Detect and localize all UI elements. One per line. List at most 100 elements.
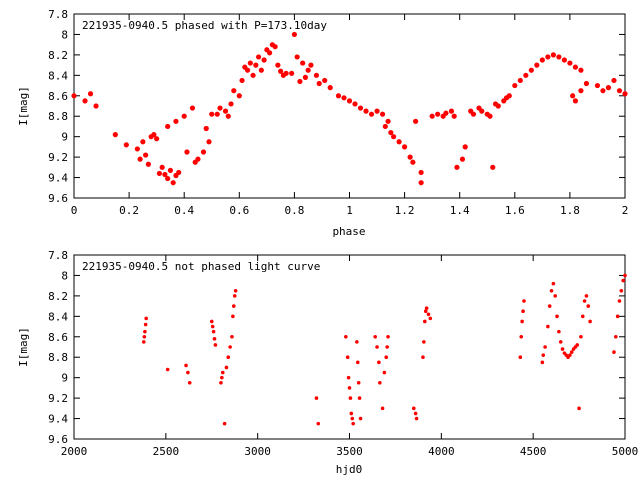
data-point	[621, 278, 625, 283]
data-point	[258, 67, 264, 73]
data-point	[487, 113, 493, 119]
data-point	[357, 396, 362, 400]
data-point	[82, 98, 88, 104]
data-point	[490, 164, 496, 170]
data-point	[151, 132, 157, 138]
data-point	[159, 164, 165, 170]
data-point	[327, 85, 333, 91]
data-point	[534, 62, 540, 68]
data-point	[556, 54, 562, 60]
data-point	[212, 337, 217, 341]
y-tick-label: 8.6	[48, 90, 68, 103]
data-point	[418, 180, 424, 186]
data-point	[347, 386, 352, 390]
data-point	[143, 152, 149, 158]
data-point	[112, 132, 118, 138]
data-point	[213, 343, 218, 347]
x-tick-label: 2500	[153, 445, 180, 458]
data-point	[422, 340, 426, 344]
data-point	[352, 101, 358, 107]
data-point	[373, 334, 378, 339]
y-ticks-bottom	[74, 254, 625, 440]
data-point	[154, 136, 160, 142]
data-point	[385, 345, 389, 349]
data-point	[611, 77, 617, 84]
y-tick-label: 9.6	[48, 433, 68, 446]
data-point	[543, 345, 547, 349]
data-point	[390, 134, 397, 140]
data-point	[145, 161, 151, 167]
x-tick-label: 1.4	[450, 204, 470, 217]
x-tick-label: 4000	[428, 445, 455, 458]
data-point	[305, 67, 311, 73]
data-point	[551, 281, 556, 286]
plot-frame-top	[73, 13, 626, 199]
data-point	[545, 54, 551, 60]
data-point	[605, 85, 612, 91]
data-point	[278, 68, 284, 74]
data-point	[209, 319, 214, 324]
data-point	[222, 421, 227, 426]
data-point	[184, 363, 188, 368]
y-tick-label: 9.4	[48, 413, 68, 426]
data-point	[594, 82, 601, 89]
data-point	[358, 416, 363, 421]
data-point	[211, 329, 216, 334]
x-axis-label-top: phase	[332, 225, 365, 238]
data-point	[143, 329, 147, 334]
data-point	[423, 319, 427, 324]
data-point	[421, 355, 425, 360]
data-point	[382, 123, 388, 130]
data-point	[355, 340, 359, 344]
data-point	[586, 304, 591, 308]
data-point	[429, 113, 435, 119]
y-tick-label: 7.8	[48, 249, 68, 262]
data-point	[335, 93, 342, 99]
data-point	[588, 319, 592, 324]
x-tick-label: 1.2	[395, 204, 415, 217]
data-point	[428, 316, 433, 321]
data-point	[584, 294, 589, 298]
data-point	[386, 334, 390, 339]
data-point	[617, 299, 622, 303]
x-tick-label: 1.6	[505, 204, 525, 217]
data-point	[230, 334, 234, 339]
data-point	[414, 416, 419, 421]
y-tick-label: 8.2	[48, 290, 68, 303]
data-point	[550, 52, 556, 58]
data-point	[156, 170, 163, 177]
data-point	[283, 70, 289, 76]
x-tick-labels-top: 0 0.2 0.4 0.6 0.8 1 1.2 1.4 1.6 1.8 2	[71, 204, 629, 217]
data-point	[214, 111, 220, 117]
data-point	[272, 44, 278, 50]
data-point	[523, 72, 529, 78]
y-tick-label: 9	[61, 131, 68, 144]
data-point	[173, 118, 179, 124]
data-point	[380, 406, 385, 411]
data-point	[244, 67, 251, 73]
data-point	[396, 139, 402, 145]
data-point	[572, 98, 579, 104]
data-point	[346, 98, 353, 104]
data-point	[141, 340, 146, 344]
y-tick-label: 8	[61, 269, 68, 282]
data-point	[578, 88, 584, 94]
data-point	[418, 169, 424, 176]
x-ticks-top	[73, 14, 626, 198]
data-point	[189, 105, 196, 111]
data-point	[93, 103, 99, 109]
data-point	[459, 156, 466, 162]
panel-top: 7.8 8 8.2 8.4 8.6 8.8 9 9.2 9.4 9.6 0 0.2 0.4 0.6 0.8…	[17, 8, 628, 238]
data-point	[220, 375, 224, 380]
data-point	[570, 93, 576, 99]
data-point	[612, 350, 616, 354]
data-point	[314, 396, 319, 400]
data-point	[348, 396, 353, 400]
x-tick-label: 1.8	[560, 204, 580, 217]
data-point	[426, 312, 431, 317]
data-point	[479, 108, 485, 114]
data-point	[561, 57, 567, 63]
chart-title-top: 221935-0940.5 phased with P=173.10day	[82, 19, 327, 32]
data-point	[546, 324, 550, 329]
